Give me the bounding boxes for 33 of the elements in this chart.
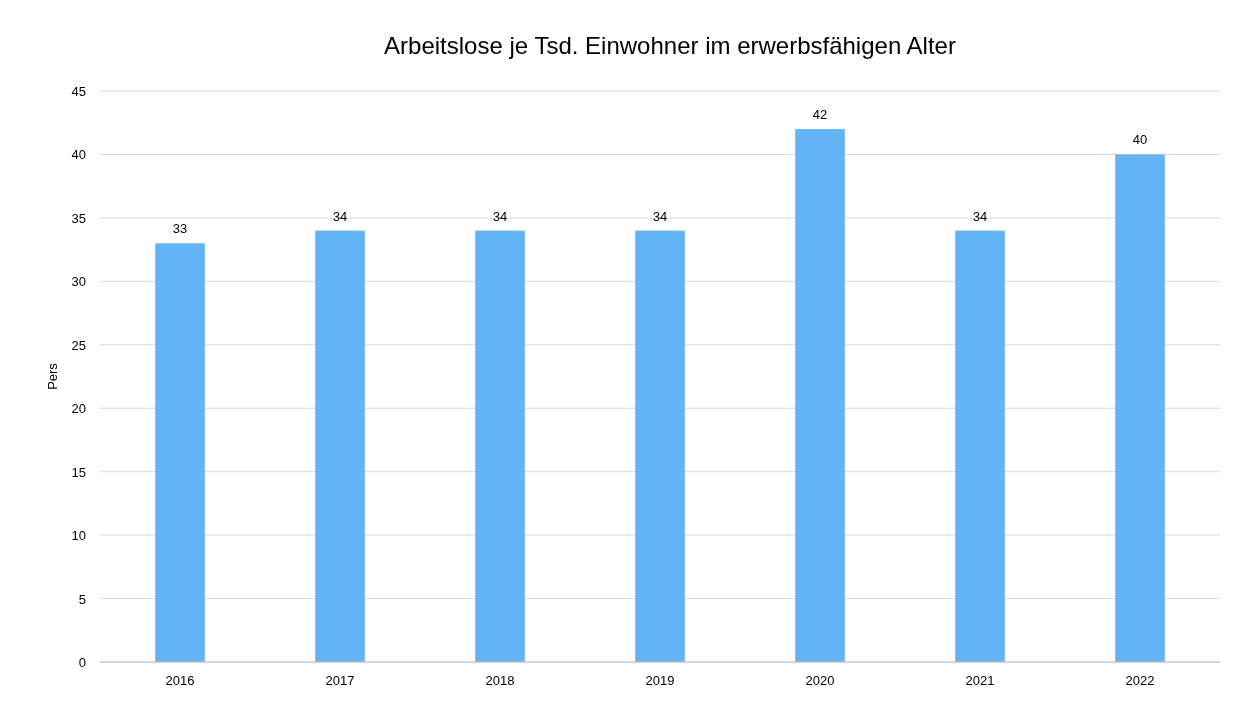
y-axis-title: Pers [45, 362, 60, 390]
y-tick-label: 15 [71, 464, 86, 480]
y-tick-label: 25 [71, 337, 86, 353]
bar [475, 230, 525, 662]
data-label: 33 [172, 221, 188, 237]
bar [315, 230, 365, 662]
y-tick-label: 10 [71, 528, 86, 544]
data-label: 42 [812, 107, 828, 123]
x-tick-label: 2021 [965, 673, 995, 688]
data-label: 34 [332, 208, 348, 224]
data-label: 34 [972, 208, 988, 224]
x-tick-label: 2018 [485, 673, 515, 688]
data-label: 34 [652, 208, 668, 224]
y-tick-label: 40 [71, 147, 86, 163]
bar [1115, 154, 1165, 662]
data-label: 34 [492, 208, 508, 224]
y-tick-label: 20 [71, 401, 86, 417]
bar [635, 230, 685, 662]
bar [955, 230, 1005, 662]
x-tick-label: 2017 [325, 673, 355, 688]
y-tick-label: 45 [71, 84, 86, 99]
x-tick-label: 2019 [645, 673, 675, 688]
data-label: 40 [1132, 132, 1148, 148]
bar [155, 243, 205, 662]
y-tick-label: 0 [78, 655, 86, 670]
y-tick-label: 5 [78, 591, 86, 607]
x-tick-label: 2022 [1125, 673, 1155, 688]
y-tick-label: 35 [71, 210, 86, 226]
x-tick-label: 2020 [805, 673, 835, 688]
y-tick-label: 30 [71, 274, 86, 290]
chart-title: Arbeitslose je Tsd. Einwohner im erwerbsfähigen Alter [384, 32, 956, 59]
x-tick-label: 2016 [165, 673, 195, 688]
bar [795, 129, 845, 662]
